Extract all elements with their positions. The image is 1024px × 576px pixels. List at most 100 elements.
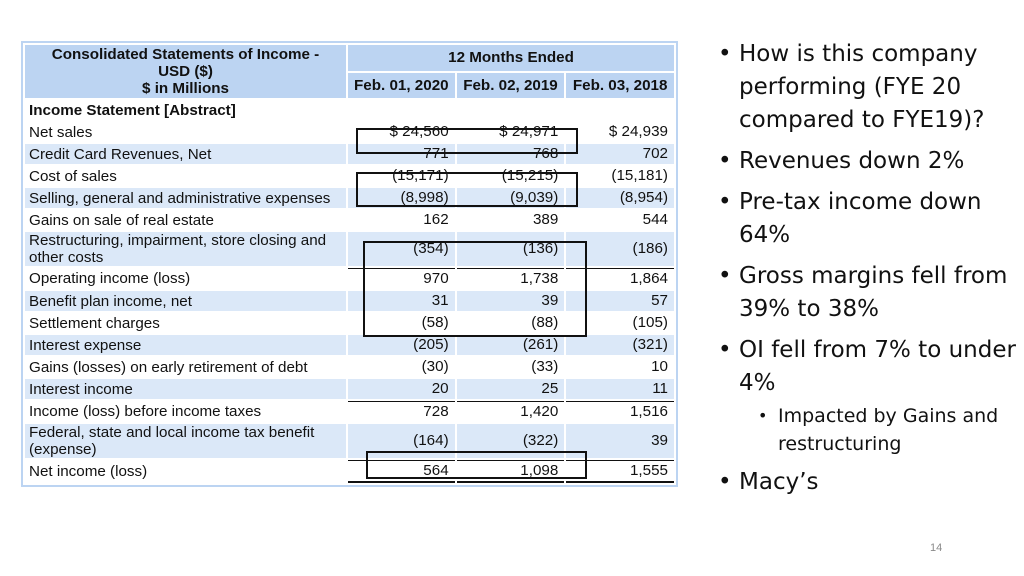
- table-row: Gains (losses) on early retirement of de…: [25, 357, 674, 377]
- row-label: Credit Card Revenues, Net: [25, 144, 346, 164]
- row-label: Restructuring, impairment, store closing…: [25, 232, 346, 266]
- value-fy2019: 389: [456, 210, 565, 230]
- page-number: 14: [930, 542, 943, 554]
- value-fy2019: 1,738: [456, 268, 565, 289]
- row-label: Gains on sale of real estate: [25, 210, 346, 230]
- income-statement-table: Consolidated Statements of Income - USD …: [21, 41, 678, 487]
- table-row: Income (loss) before income taxes 728 1,42…: [25, 401, 674, 422]
- row-label: Income (loss) before income taxes: [25, 401, 346, 422]
- table-row: Federal, state and local income tax bene…: [25, 424, 674, 458]
- value-fy2018: $ 24,939: [566, 122, 674, 142]
- bullet-item: • OI fell from 7% to under 4%: [718, 334, 1018, 400]
- value-fy2019: (33): [456, 357, 565, 377]
- value-fy2020: 162: [347, 210, 455, 230]
- value-fy2018: 39: [566, 424, 674, 458]
- bullet-text: Pre-tax income down 64%: [739, 189, 982, 248]
- table-row: Net income (loss) 564 1,098 1,555: [25, 460, 674, 483]
- table-row: Gains on sale of real estate 162 389 544: [25, 210, 674, 230]
- bullet-text: Revenues down 2%: [739, 148, 965, 174]
- row-label: Cost of sales: [25, 166, 346, 186]
- value-fy2018: (8,954): [566, 188, 674, 208]
- value-fy2018: 1,516: [566, 401, 674, 422]
- value-fy2018: [566, 100, 674, 120]
- row-label: Gains (losses) on early retirement of de…: [25, 357, 346, 377]
- date-header-fy2018: Feb. 03, 2018: [566, 72, 674, 98]
- corner-header-line-3: $ in Millions: [142, 80, 229, 97]
- value-fy2019: 768: [456, 144, 565, 164]
- row-label: Selling, general and administrative expe…: [25, 188, 346, 208]
- corner-header-line-2: USD ($): [158, 63, 213, 80]
- value-fy2018: (321): [566, 335, 674, 355]
- table-row: Operating income (loss) 970 1,738 1,864: [25, 268, 674, 289]
- table-row: Interest income 20 25 11: [25, 379, 674, 399]
- value-fy2019: 1,420: [456, 401, 565, 422]
- value-fy2018: 1,864: [566, 268, 674, 289]
- table-row: Credit Card Revenues, Net 771 768 702: [25, 144, 674, 164]
- bullet-text: OI fell from 7% to under 4%: [739, 337, 1016, 396]
- value-fy2019: 1,098: [456, 460, 565, 483]
- row-label: Income Statement [Abstract]: [25, 100, 346, 120]
- table-row: Interest expense (205) (261) (321): [25, 335, 674, 355]
- value-fy2020: $ 24,560: [347, 122, 455, 142]
- row-label: Operating income (loss): [25, 268, 346, 289]
- income-statement-table-wrapper: Consolidated Statements of Income - USD …: [21, 41, 678, 487]
- value-fy2020: (58): [347, 313, 455, 333]
- value-fy2019: (136): [456, 232, 565, 266]
- bullet-item: • How is this company performing (FYE 20 …: [718, 38, 1018, 137]
- value-fy2020: 771: [347, 144, 455, 164]
- bullet-marker: •: [718, 148, 732, 174]
- table-header-row-2: Feb. 01, 2020 Feb. 02, 2019 Feb. 03, 201…: [25, 72, 674, 98]
- bullet-text: Impacted by Gains and restructuring: [778, 405, 999, 455]
- value-fy2018: 10: [566, 357, 674, 377]
- table-row: Benefit plan income, net 31 39 57: [25, 291, 674, 311]
- bullet-marker: •: [718, 263, 732, 289]
- value-fy2018: (186): [566, 232, 674, 266]
- value-fy2019: (9,039): [456, 188, 565, 208]
- row-label: Federal, state and local income tax bene…: [25, 424, 346, 458]
- table-row: Net sales $ 24,560 $ 24,971 $ 24,939: [25, 122, 674, 142]
- bullet-marker: •: [718, 189, 732, 215]
- date-header-fy2020: Feb. 01, 2020: [347, 72, 455, 98]
- corner-header-line-1: Consolidated Statements of Income -: [51, 46, 320, 63]
- value-fy2018: 57: [566, 291, 674, 311]
- value-fy2018: 1,555: [566, 460, 674, 483]
- bullet-item: • Macy’s: [718, 466, 1018, 499]
- bullet-text: Macy’s: [739, 469, 819, 495]
- value-fy2019: $ 24,971: [456, 122, 565, 142]
- value-fy2019: (88): [456, 313, 565, 333]
- row-label: Net sales: [25, 122, 346, 142]
- value-fy2018: 544: [566, 210, 674, 230]
- sub-bullet-item: • Impacted by Gains and restructuring: [758, 402, 1018, 458]
- value-fy2020: 970: [347, 268, 455, 289]
- value-fy2019: (261): [456, 335, 565, 355]
- bullet-item: • Pre-tax income down 64%: [718, 186, 1018, 252]
- table-row: Selling, general and administrative expe…: [25, 188, 674, 208]
- value-fy2020: (15,171): [347, 166, 455, 186]
- table-corner-header: Consolidated Statements of Income - USD …: [25, 45, 346, 98]
- value-fy2020: 728: [347, 401, 455, 422]
- bullet-marker: •: [758, 406, 768, 425]
- table-row: Income Statement [Abstract]: [25, 100, 674, 120]
- bullet-text: Gross margins fell from 39% to 38%: [739, 263, 1008, 322]
- value-fy2020: 20: [347, 379, 455, 399]
- commentary-bullets: • How is this company performing (FYE 20 …: [718, 38, 1018, 507]
- bullet-marker: •: [718, 469, 732, 495]
- table-row: Restructuring, impairment, store closing…: [25, 232, 674, 266]
- row-label: Benefit plan income, net: [25, 291, 346, 311]
- value-fy2020: (8,998): [347, 188, 455, 208]
- bullet-marker: •: [718, 337, 732, 363]
- value-fy2020: [347, 100, 455, 120]
- row-label: Interest income: [25, 379, 346, 399]
- value-fy2018: 11: [566, 379, 674, 399]
- table-row: Cost of sales (15,171) (15,215) (15,181): [25, 166, 674, 186]
- value-fy2019: 25: [456, 379, 565, 399]
- date-header-fy2019: Feb. 02, 2019: [456, 72, 565, 98]
- value-fy2018: (15,181): [566, 166, 674, 186]
- value-fy2019: (15,215): [456, 166, 565, 186]
- bullet-marker: •: [718, 41, 732, 67]
- value-fy2020: (30): [347, 357, 455, 377]
- period-header: 12 Months Ended: [347, 45, 674, 71]
- bullet-text: How is this company performing (FYE 20 c…: [739, 41, 985, 133]
- value-fy2020: (354): [347, 232, 455, 266]
- value-fy2020: 564: [347, 460, 455, 483]
